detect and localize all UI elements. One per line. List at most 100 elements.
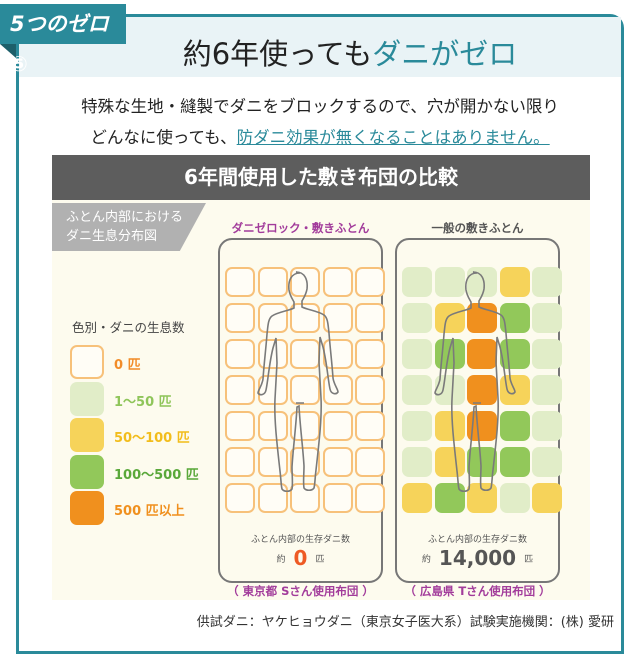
legend-label: 0 匹 <box>114 358 141 373</box>
futon-diagram: ふとん内部の生存ダニ数約 14,000 匹 <box>395 238 562 583</box>
description-prefix: どんなに使っても、 <box>90 128 237 147</box>
grid-cell <box>322 375 353 405</box>
grid-cell <box>402 339 432 369</box>
legend-swatch <box>70 381 104 416</box>
grid-cell <box>532 447 562 477</box>
grid-cell <box>322 267 353 297</box>
legend-swatch <box>70 418 104 452</box>
grid-cell <box>257 303 288 333</box>
grid-cell <box>322 411 353 441</box>
title-prefix: 約6年使っても <box>182 37 373 71</box>
grid-cell <box>499 267 530 297</box>
grid-cell <box>257 447 288 477</box>
grid-cell <box>355 411 385 441</box>
grid-cell <box>290 267 320 297</box>
grid-cell <box>257 483 288 513</box>
grid-cell <box>290 339 320 369</box>
comparison-title: 6年間使用した敷き布団の比較 <box>52 155 590 200</box>
distribution-label: ふとん内部における ダニ生息分布図 <box>52 203 206 251</box>
grid-cell <box>467 267 497 297</box>
grid-cell <box>257 267 288 297</box>
grid-cell <box>355 447 385 477</box>
grid-cell <box>434 267 465 297</box>
grid-cell <box>499 375 530 405</box>
grid-cell <box>532 267 562 297</box>
futon-name: ダニゼロック・敷きふとん <box>231 221 370 235</box>
grid-cell <box>467 483 497 513</box>
grid-cell <box>532 411 562 441</box>
grid-cell <box>402 447 432 477</box>
unit-label: 匹 <box>524 555 534 565</box>
grid-cell <box>532 375 562 405</box>
legend-label: 100〜500 匹 <box>114 467 199 483</box>
legend-title: 色別・ダニの生息数 <box>72 320 185 335</box>
count-caption: ふとん内部の生存ダニ数 <box>250 535 350 545</box>
grid-cell <box>225 267 255 297</box>
grid-cell <box>467 375 497 405</box>
grid-cell <box>225 375 255 405</box>
legend-swatch <box>70 454 104 489</box>
grid-cell <box>434 411 465 441</box>
grid-cell <box>402 375 432 405</box>
legend-swatch <box>70 345 104 379</box>
grid-cell <box>225 447 255 477</box>
futon-owner: （ 東京都 Sさん使用布団 ） <box>227 584 374 598</box>
mite-count: 約 14,000 匹 <box>397 546 558 570</box>
footer-note: 供試ダニ：ヤケヒョウダニ（東京女子医大系）試験実施機関：(株) 愛研 <box>196 615 614 630</box>
grid-cell <box>467 303 497 333</box>
grid-cell <box>290 483 320 513</box>
grid-cell <box>467 447 497 477</box>
grid-cell <box>355 267 385 297</box>
grid-cell <box>257 339 288 369</box>
approx-label: 約 <box>421 555 431 565</box>
mite-grid <box>225 267 385 513</box>
grid-cell <box>499 411 530 441</box>
grid-cell <box>322 339 353 369</box>
grid-cell <box>225 339 255 369</box>
grid-cell <box>322 483 353 513</box>
grid-cell <box>532 483 562 513</box>
grid-cell <box>402 303 432 333</box>
description-line-2: どんなに使っても、防ダニ効果が無くなることはありません。 <box>19 124 621 148</box>
title-highlight: ダニがゼロ <box>372 37 518 71</box>
futon-owner: （ 広島県 Tさん使用布団 ） <box>404 584 551 598</box>
tab-fold <box>0 44 16 58</box>
grid-cell <box>467 339 497 369</box>
grid-cell <box>402 267 432 297</box>
grid-cell <box>499 447 530 477</box>
grid-cell <box>322 303 353 333</box>
legend-label: 50〜100 匹 <box>114 431 190 446</box>
grid-cell <box>355 375 385 405</box>
grid-cell <box>355 339 385 369</box>
grid-cell <box>434 303 465 333</box>
grid-cell <box>355 483 385 513</box>
count-value: 14,000 <box>438 546 517 570</box>
grid-cell <box>225 303 255 333</box>
count-caption: ふとん内部の生存ダニ数 <box>427 535 527 545</box>
label-line-1: ふとん内部における <box>66 210 184 225</box>
grid-cell <box>434 375 465 405</box>
unit-label: 匹 <box>315 555 325 565</box>
grid-cell <box>257 411 288 441</box>
grid-cell <box>532 339 562 369</box>
grid-cell <box>322 447 353 477</box>
grid-cell <box>290 375 320 405</box>
page-title: 約6年使ってもダニがゼロ <box>19 31 621 73</box>
grid-cell <box>355 303 385 333</box>
grid-cell <box>402 483 432 513</box>
description-highlight: 防ダニ効果が無くなることはありません。 <box>236 128 550 147</box>
count-value: 0 <box>293 546 308 570</box>
grid-cell <box>434 339 465 369</box>
approx-label: 約 <box>276 555 286 565</box>
grid-cell <box>499 339 530 369</box>
grid-cell <box>402 411 432 441</box>
grid-cell <box>434 483 465 513</box>
grid-cell <box>290 303 320 333</box>
grid-cell <box>499 303 530 333</box>
legend-label: 500 匹以上 <box>114 504 185 519</box>
description-line-1: 特殊な生地・縫製でダニをブロックするので、穴が開かない限り <box>81 97 559 116</box>
mite-grid <box>402 267 562 513</box>
grid-cell <box>290 447 320 477</box>
futon-diagram: ふとん内部の生存ダニ数約 0 匹 <box>218 238 385 583</box>
grid-cell <box>225 411 255 441</box>
